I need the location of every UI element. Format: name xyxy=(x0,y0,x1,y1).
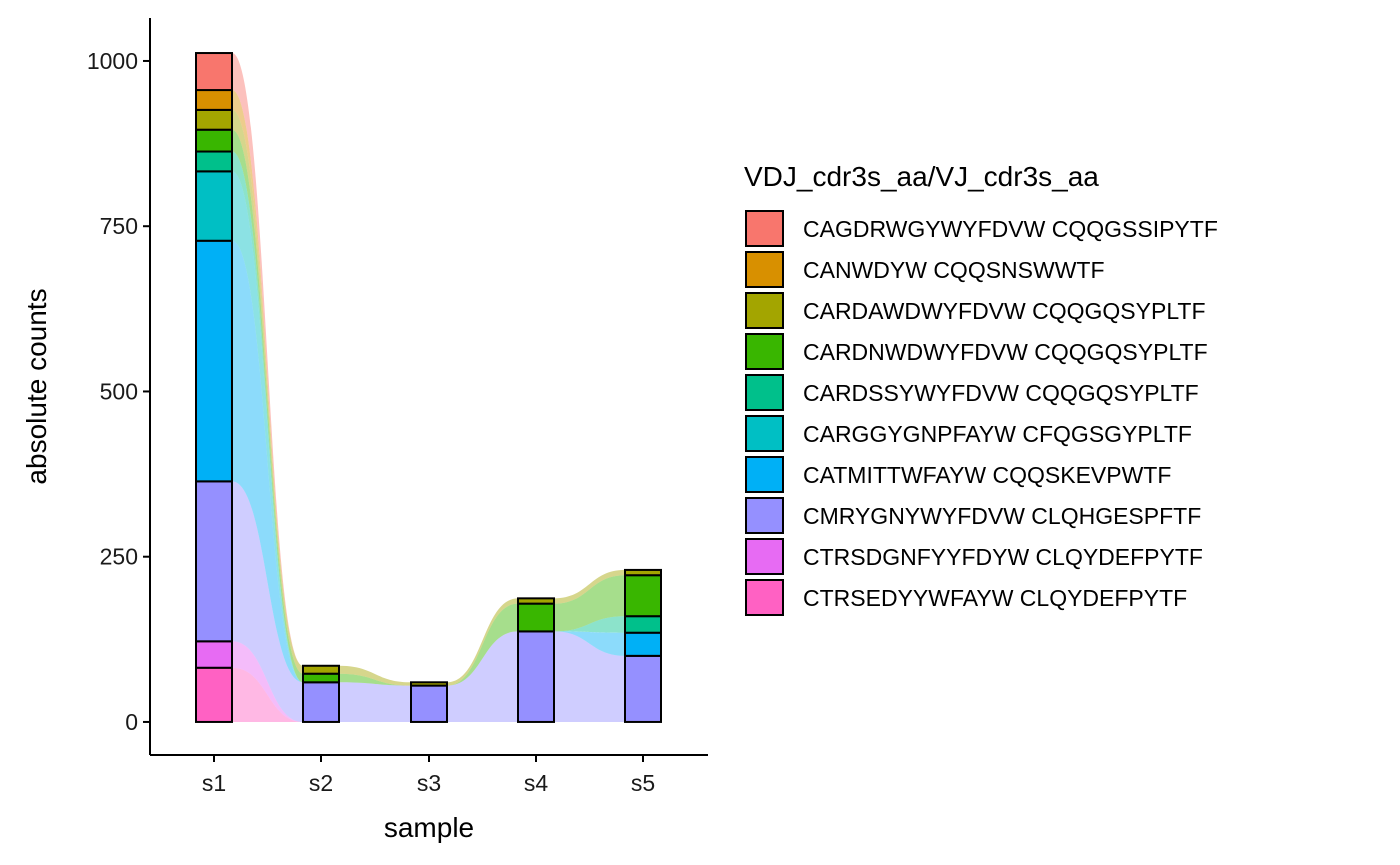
y-axis-title: absolute counts xyxy=(21,288,52,484)
y-tick-label-750: 750 xyxy=(100,213,138,239)
bar-segment-s4-8 xyxy=(517,597,555,605)
flow-1-s1-s2 xyxy=(232,667,303,722)
x-tick-label-s5: s5 xyxy=(631,770,655,796)
legend-swatch-8 xyxy=(745,497,784,534)
flow-4-s4-s5 xyxy=(554,631,625,656)
bar-segment-s1-3 xyxy=(195,480,233,643)
x-tick-label-s1: s1 xyxy=(202,770,226,796)
bar-segment-s2-8 xyxy=(302,664,340,675)
legend-swatch-3 xyxy=(745,292,784,329)
bar-segment-s1-1 xyxy=(195,666,233,723)
bar-segment-s3-8 xyxy=(410,681,448,687)
legend-label-1: CAGDRWGYWYFDVW CQQGSSIPYTF xyxy=(803,216,1218,242)
flow-7-s1-s2 xyxy=(232,129,303,683)
alluvial-flows xyxy=(232,53,625,722)
bar-segment-s5-3 xyxy=(624,654,662,723)
x-tick-label-s2: s2 xyxy=(309,770,333,796)
legend-swatch-1 xyxy=(745,210,784,247)
x-tick-label-s4: s4 xyxy=(524,770,549,796)
bar-segment-s3-3 xyxy=(410,684,448,723)
legend-swatch-6 xyxy=(745,415,784,452)
bar-segment-s1-7 xyxy=(195,128,233,153)
flow-3-s2-s3 xyxy=(339,682,411,722)
legend: VDJ_cdr3s_aa/VJ_cdr3s_aa CAGDRWGYWYFDVW … xyxy=(744,161,1218,616)
legend-label-4: CARDNWDWYFDVW CQQGQSYPLTF xyxy=(803,339,1208,365)
bar-segment-s4-3 xyxy=(517,630,555,723)
bar-segment-s1-8 xyxy=(195,108,233,131)
legend-label-9: CTRSDGNFYYFDYW CLQYDEFPYTF xyxy=(803,544,1203,570)
bar-segment-s4-7 xyxy=(517,602,555,633)
flow-8-s2-s3 xyxy=(339,665,411,686)
bar-segment-s5-7 xyxy=(624,574,662,618)
legend-label-3: CARDAWDWYFDVW CQQGQSYPLTF xyxy=(803,298,1206,324)
flow-5-s1-s2 xyxy=(232,171,303,683)
legend-swatch-5 xyxy=(745,374,784,411)
flow-8-s3-s4 xyxy=(447,598,518,686)
flow-7-s3-s4 xyxy=(447,603,518,686)
legend-swatch-10 xyxy=(745,579,784,616)
bar-segment-s1-9 xyxy=(195,89,233,111)
bar-segment-s5-8 xyxy=(624,568,662,577)
legend-swatch-9 xyxy=(745,538,784,575)
bar-segment-s5-4 xyxy=(624,631,662,657)
y-tick-label-1000: 1000 xyxy=(87,48,138,74)
legend-label-7: CATMITTWFAYW CQQSKEVPWTF xyxy=(803,462,1171,488)
legend-label-10: CTRSEDYYWFAYW CLQYDEFPYTF xyxy=(803,585,1187,611)
x-tick-label-s3: s3 xyxy=(417,770,441,796)
x-axis-title: sample xyxy=(384,812,474,843)
flow-8-s4-s5 xyxy=(554,569,625,604)
flow-10-s1-s2 xyxy=(232,53,303,666)
legend-title: VDJ_cdr3s_aa/VJ_cdr3s_aa xyxy=(744,161,1099,192)
flow-3-s4-s5 xyxy=(554,631,625,722)
legend-label-2: CANWDYW CQQSNSWWTF xyxy=(803,257,1105,283)
y-tick-label-500: 500 xyxy=(100,378,138,404)
legend-swatch-7 xyxy=(745,456,784,493)
bar-segment-s5-6 xyxy=(624,615,662,634)
y-tick-label-0: 0 xyxy=(125,709,138,735)
flow-8-s1-s2 xyxy=(232,109,303,674)
axes: 0 250 500 750 1000 s1 s2 s3 s4 s5 xyxy=(87,18,708,796)
flow-7-s4-s5 xyxy=(554,575,625,632)
flow-9-s1-s2 xyxy=(232,90,303,666)
bar-segment-s2-3 xyxy=(302,681,340,723)
flow-2-s1-s2 xyxy=(232,641,303,722)
legend-label-6: CARGGYGNPFAYW CFQGSGYPLTF xyxy=(803,421,1192,447)
legend-label-8: CMRYGNYWYFDVW CLQHGESPFTF xyxy=(803,503,1201,529)
flow-3-s1-s2 xyxy=(232,481,303,722)
legend-swatch-4 xyxy=(745,333,784,370)
flow-7-s2-s3 xyxy=(339,673,411,686)
legend-label-5: CARDSSYWYFDVW CQQGQSYPLTF xyxy=(803,380,1199,406)
stacked-bars xyxy=(195,52,662,723)
flow-3-s3-s4 xyxy=(447,631,518,722)
flow-6-s4-s5 xyxy=(554,616,625,633)
flow-4-s1-s2 xyxy=(232,240,303,683)
bar-segment-s1-4 xyxy=(195,239,233,483)
bar-segment-s1-2 xyxy=(195,640,233,669)
flow-6-s1-s2 xyxy=(232,151,303,683)
bar-segment-s1-6 xyxy=(195,150,233,173)
bar-segment-s1-5 xyxy=(195,170,233,242)
y-tick-label-250: 250 xyxy=(100,544,138,570)
bar-segment-s1-10 xyxy=(195,52,233,92)
bar-segment-s2-7 xyxy=(302,672,340,684)
legend-swatch-2 xyxy=(745,251,784,288)
